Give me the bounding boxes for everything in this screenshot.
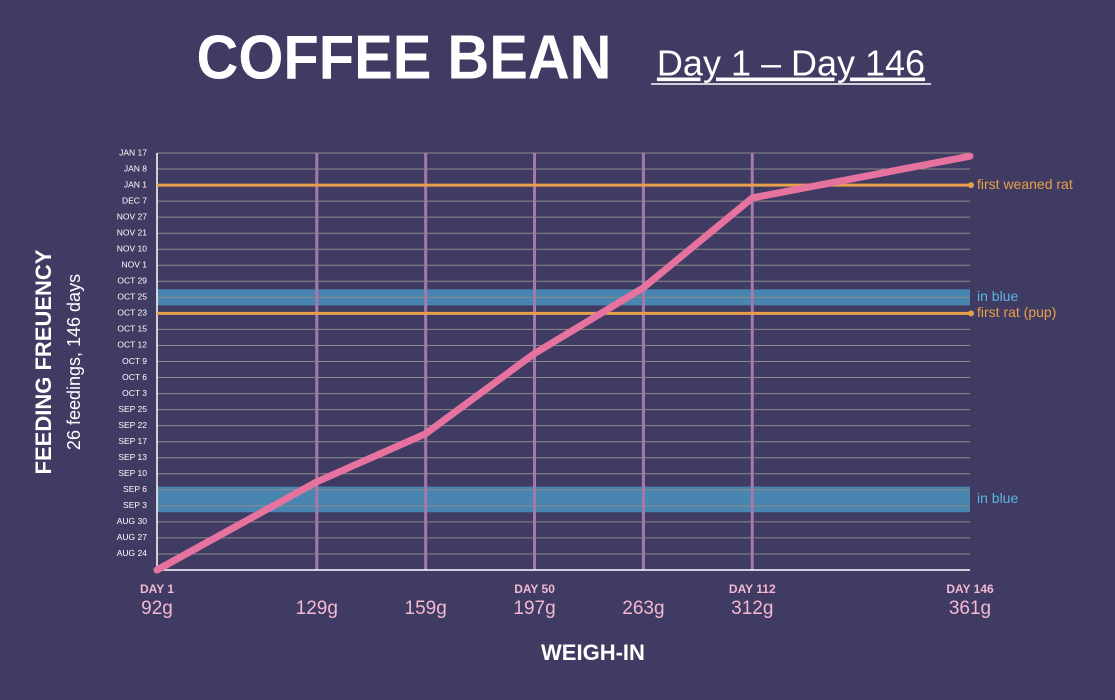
y-tick-label: SEP 25 (118, 404, 147, 414)
y-axis-label: FEEDING FREUENCY (31, 249, 56, 474)
x-tick-label: 197g (513, 598, 555, 619)
y-tick-label: AUG 24 (117, 548, 148, 558)
y-tick-label: OCT 9 (122, 356, 147, 366)
x-day-label: DAY 146 (946, 582, 994, 596)
x-tick-label: 159g (405, 598, 447, 619)
x-tick-label: 129g (296, 598, 338, 619)
y-tick-label: OCT 29 (117, 276, 147, 286)
x-day-label: DAY 1 (140, 582, 174, 596)
y-tick-label: AUG 30 (117, 516, 148, 526)
x-day-label: DAY 50 (514, 582, 555, 596)
x-tick-label: 361g (949, 598, 991, 619)
x-day-label: DAY 112 (729, 582, 776, 596)
y-tick-label: OCT 12 (117, 340, 147, 350)
y-tick-label: OCT 25 (117, 292, 147, 302)
x-axis-label: WEIGH-IN (541, 640, 645, 665)
y-tick-label: NOV 27 (117, 211, 148, 221)
y-tick-label: SEP 22 (118, 420, 147, 430)
y-tick-label: SEP 17 (118, 436, 147, 446)
y-tick-label: OCT 23 (117, 308, 147, 318)
reference-label: first rat (pup) (977, 304, 1056, 320)
y-tick-label: JAN 8 (124, 163, 147, 173)
reference-marker (968, 182, 974, 189)
y-tick-label: JAN 17 (119, 147, 147, 157)
x-tick-label: 92g (141, 598, 173, 619)
y-tick-label: SEP 3 (123, 500, 147, 510)
chart-subtitle: Day 1 – Day 146 (657, 43, 925, 84)
y-tick-label: NOV 21 (117, 227, 148, 237)
y-tick-label: SEP 10 (118, 468, 147, 478)
y-tick-label: AUG 27 (117, 532, 148, 542)
y-tick-label: SEP 13 (118, 452, 147, 462)
chart-title: COFFEE BEAN (197, 23, 612, 92)
x-tick-label: 263g (622, 598, 664, 619)
series-line (153, 152, 974, 574)
band-label: in blue (977, 288, 1018, 304)
y-tick-label: DEC 7 (122, 195, 147, 205)
band-label: in blue (977, 490, 1018, 506)
y-tick-label: NOV 10 (117, 243, 148, 253)
reference-label: first weaned rat (977, 176, 1073, 192)
y-tick-label: JAN 1 (124, 179, 147, 189)
y-axis-sublabel: 26 feedings, 146 days (64, 274, 84, 450)
x-tick-label: 312g (731, 598, 773, 619)
y-tick-label: OCT 6 (122, 372, 147, 382)
y-tick-label: SEP 6 (123, 484, 147, 494)
reference-marker (968, 310, 974, 317)
y-tick-label: OCT 15 (117, 324, 147, 334)
y-tick-label: OCT 3 (122, 388, 147, 398)
band (157, 486, 970, 513)
y-tick-label: NOV 1 (121, 260, 147, 270)
